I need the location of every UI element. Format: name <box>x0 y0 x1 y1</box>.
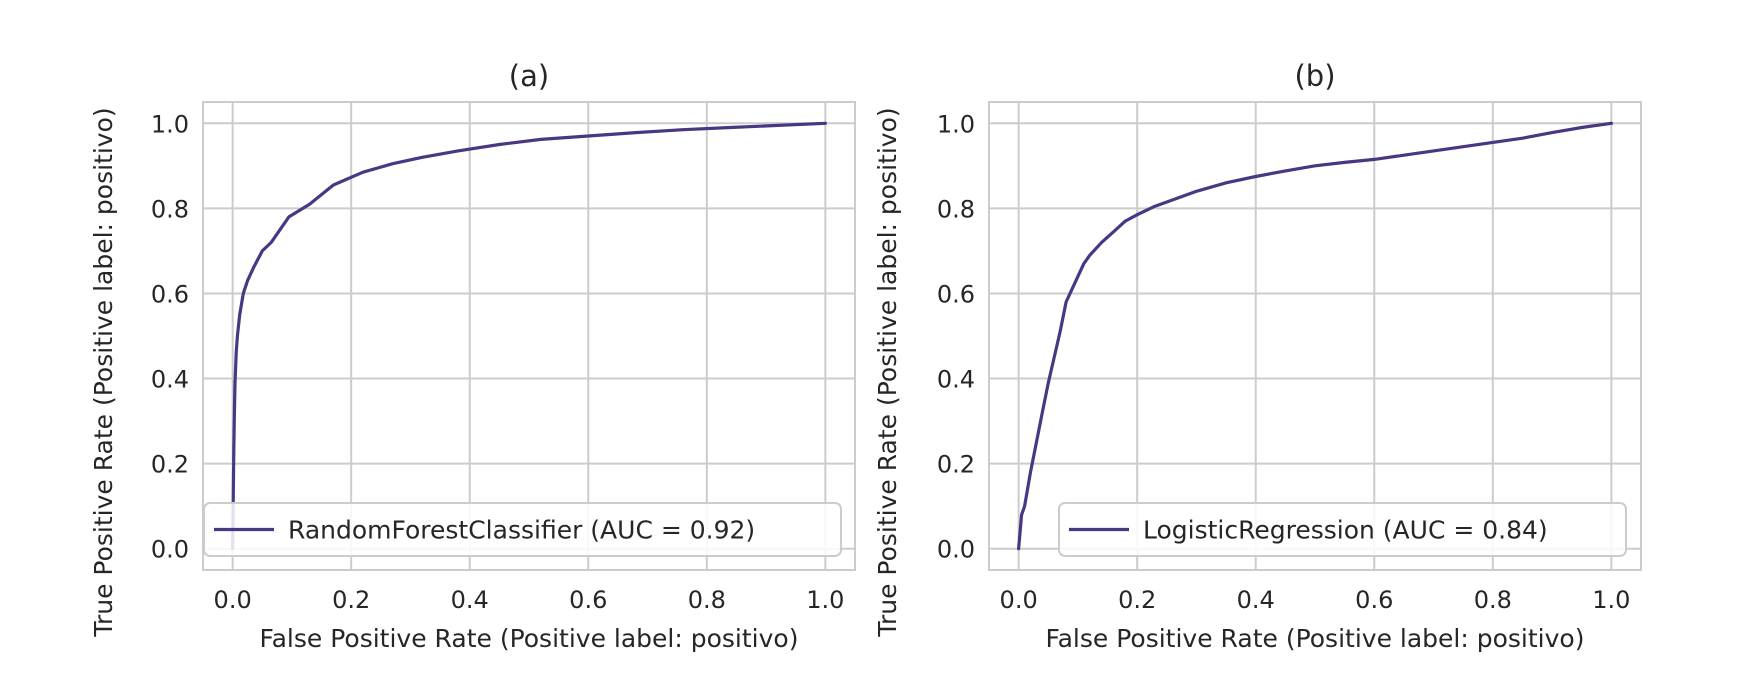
legend-box <box>1058 502 1627 557</box>
x-tick-label: 1.0 <box>1592 586 1630 614</box>
panel-title: (b) <box>1294 59 1335 93</box>
x-tick-label: 0.2 <box>332 586 370 614</box>
y-tick-label: 1.0 <box>151 110 189 138</box>
y-tick-label: 0.4 <box>937 366 975 394</box>
x-tick-label: 0.6 <box>569 586 607 614</box>
y-axis-label: True Positive Rate (Positive label: posi… <box>873 107 902 637</box>
y-tick-label: 1.0 <box>937 110 975 138</box>
x-tick-label: 0.8 <box>688 586 726 614</box>
y-tick-label: 0.0 <box>151 536 189 564</box>
y-tick-label: 0.8 <box>151 195 189 223</box>
chart-panel-b: 0.0 0.2 0.4 0.6 0.8 1.0 0.0 0.2 0.4 0.6 0.8 1.0 (b) F… <box>873 59 1642 653</box>
x-axis-label: False Positive Rate (Positive label: pos… <box>260 624 799 653</box>
plot-area <box>203 102 855 570</box>
legend-entry: RandomForestClassifier (AUC = 0.92) <box>288 516 755 545</box>
y-tick-label: 0.2 <box>151 451 189 479</box>
panel-title: (a) <box>509 59 549 93</box>
plot-frame <box>988 101 1642 571</box>
y-tick-label: 0.8 <box>937 195 975 223</box>
y-tick-label: 0.0 <box>937 536 975 564</box>
x-tick-label: 1.0 <box>806 586 844 614</box>
roc-curve-line <box>1016 121 1614 551</box>
legend-entry: LogisticRegression (AUC = 0.84) <box>1143 516 1548 545</box>
x-tick-label: 0.0 <box>1000 586 1038 614</box>
x-tick-label: 0.0 <box>214 586 252 614</box>
legend: LogisticRegression (AUC = 0.84) <box>1058 502 1627 557</box>
legend: RandomForestClassifier (AUC = 0.92) <box>203 502 842 557</box>
plot-area <box>989 102 1641 570</box>
legend-box <box>203 502 842 557</box>
y-tick-label: 0.6 <box>151 280 189 308</box>
y-axis-label: True Positive Rate (Positive label: posi… <box>89 107 118 637</box>
chart-panel-a: 0.0 0.2 0.4 0.6 0.8 1.0 0.0 0.2 0.4 0.6 0.8 1.0 (a) F… <box>89 59 856 653</box>
y-tick-label: 0.6 <box>937 280 975 308</box>
x-tick-label: 0.2 <box>1118 586 1156 614</box>
roc-curve-line <box>231 121 828 551</box>
x-tick-label: 0.4 <box>1237 586 1275 614</box>
x-tick-label: 0.8 <box>1474 586 1512 614</box>
x-tick-label: 0.6 <box>1355 586 1393 614</box>
x-tick-label: 0.4 <box>451 586 489 614</box>
x-axis-label: False Positive Rate (Positive label: pos… <box>1046 624 1585 653</box>
y-tick-label: 0.2 <box>937 451 975 479</box>
y-tick-label: 0.4 <box>151 366 189 394</box>
plot-frame <box>202 101 856 571</box>
